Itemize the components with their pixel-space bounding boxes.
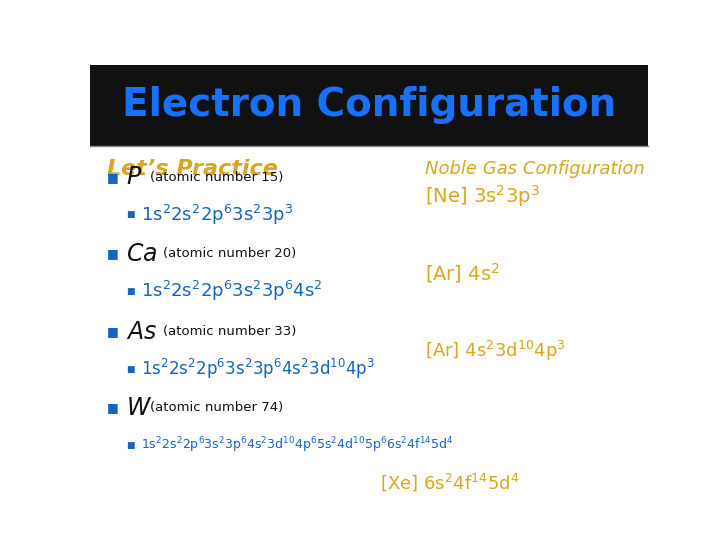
Text: $\mathregular{1s^{2}2s^{2}2p^{6}3s^{2}3p^{3}}$: $\mathregular{1s^{2}2s^{2}2p^{6}3s^{2}3p… bbox=[141, 202, 294, 227]
Bar bbox=[90, 65, 648, 146]
Text: ■: ■ bbox=[107, 325, 119, 338]
Text: $\mathregular{[Xe]\ 6s^{2}4f^{14}5d^{4}}$: $\mathregular{[Xe]\ 6s^{2}4f^{14}5d^{4}}… bbox=[380, 472, 520, 494]
Text: ■: ■ bbox=[107, 401, 119, 414]
Text: $\mathregular{[Ar]\ 4s^{2}}$: $\mathregular{[Ar]\ 4s^{2}}$ bbox=[425, 261, 500, 285]
Text: Electron Configuration: Electron Configuration bbox=[122, 86, 616, 124]
Text: ■: ■ bbox=[107, 247, 119, 260]
Text: (atomic number 15): (atomic number 15) bbox=[150, 171, 283, 184]
Text: $\mathregular{1s^{2}2s^{2}2p^{6}3s^{2}3p^{6}4s^{2}3d^{10}4p^{3}}$: $\mathregular{1s^{2}2s^{2}2p^{6}3s^{2}3p… bbox=[141, 357, 375, 381]
Text: $\mathit{Ca}$: $\mathit{Ca}$ bbox=[126, 242, 158, 266]
Text: ■: ■ bbox=[107, 171, 119, 184]
Text: (atomic number 74): (atomic number 74) bbox=[150, 401, 283, 414]
Text: (atomic number 20): (atomic number 20) bbox=[163, 247, 296, 260]
Text: $\mathregular{1s^{2}2s^{2}2p^{6}3s^{2}3p^{6}4s^{2}}$: $\mathregular{1s^{2}2s^{2}2p^{6}3s^{2}3p… bbox=[141, 279, 323, 303]
Text: (atomic number 33): (atomic number 33) bbox=[163, 325, 296, 338]
Text: $\mathregular{[Ar]\ 4s^{2}3d^{10}4p^{3}}$: $\mathregular{[Ar]\ 4s^{2}3d^{10}4p^{3}}… bbox=[425, 339, 565, 362]
Text: $\mathit{P}$: $\mathit{P}$ bbox=[126, 165, 143, 189]
Text: $\mathregular{1s^{2}2s^{2}2p^{6}3s^{2}3p^{6}4s^{2}3d^{10}4p^{6}5s^{2}4d^{10}5p^{: $\mathregular{1s^{2}2s^{2}2p^{6}3s^{2}3p… bbox=[141, 435, 454, 455]
Text: ■: ■ bbox=[126, 441, 135, 450]
Text: $\mathit{W}$: $\mathit{W}$ bbox=[126, 396, 153, 420]
Text: ■: ■ bbox=[126, 287, 135, 296]
Text: $\mathit{As}$: $\mathit{As}$ bbox=[126, 320, 158, 344]
Text: Let’s Practice: Let’s Practice bbox=[107, 159, 278, 179]
Text: ■: ■ bbox=[126, 364, 135, 374]
Text: Noble Gas Configuration: Noble Gas Configuration bbox=[425, 160, 644, 178]
Text: ■: ■ bbox=[126, 210, 135, 219]
Text: $\mathregular{[Ne]\ 3s^{2}3p^{3}}$: $\mathregular{[Ne]\ 3s^{2}3p^{3}}$ bbox=[425, 183, 539, 209]
